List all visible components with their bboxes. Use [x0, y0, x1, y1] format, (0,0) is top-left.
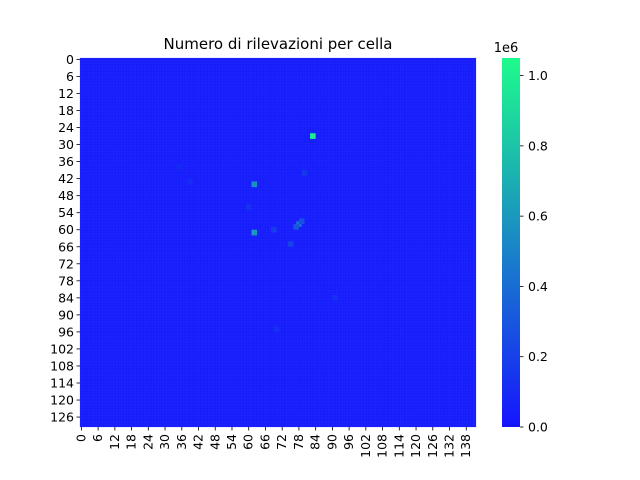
y-tick-label: 126	[50, 410, 74, 425]
y-tick-label: 66	[58, 239, 74, 254]
x-tick-label: 36	[174, 434, 189, 450]
x-tick-label: 30	[157, 434, 172, 450]
y-tick-label: 108	[50, 358, 74, 373]
x-axis: 0 6 12 18 24 30 36 42 48 54 60 66 72 78 84 90 96 102 108 11…	[73, 427, 473, 458]
heatmap-hotspot	[245, 204, 252, 210]
y-tick-label: 54	[58, 205, 74, 220]
x-tick-label: 24	[140, 434, 155, 450]
x-tick-label: 18	[124, 434, 139, 450]
colorbar-tick-label: 0.6	[528, 209, 548, 224]
x-tick-label: 90	[324, 434, 339, 450]
x-tick-label: 126	[425, 434, 440, 458]
x-tick-label: 42	[191, 434, 206, 450]
heatmap-hotspot	[187, 178, 193, 185]
colorbar-tick-label: 0.0	[528, 420, 548, 435]
x-tick-label: 84	[308, 434, 323, 450]
y-tick-label: 60	[58, 222, 74, 237]
x-tick-label: 114	[391, 434, 406, 458]
y-tick-label: 0	[66, 52, 74, 67]
x-tick-label: 60	[241, 434, 256, 450]
heatmap-grid-horizontal	[80, 57, 476, 428]
colorbar	[502, 58, 520, 427]
y-tick-label: 114	[50, 376, 74, 391]
x-tick-label: 102	[358, 434, 373, 458]
colorbar-tick-label: 0.4	[528, 279, 548, 294]
x-tick-label: 72	[274, 434, 289, 450]
y-tick-label: 78	[58, 273, 74, 288]
x-tick-label: 138	[458, 434, 473, 458]
heatmap-hotspot	[310, 133, 316, 139]
heatmap-hotspot	[301, 170, 308, 176]
x-tick-label: 12	[107, 434, 122, 450]
y-tick-label: 42	[58, 171, 74, 186]
y-tick-label: 12	[58, 86, 74, 101]
colorbar-tick-label: 0.2	[528, 349, 548, 364]
x-tick-label: 0	[73, 434, 88, 442]
x-tick-label: 78	[291, 434, 306, 450]
y-axis: 0 6 12 18 24 30 36 42 48 54 60 66 72 78 84 90 96 102 108 11…	[50, 52, 80, 425]
heatmap-cells	[79, 57, 477, 428]
y-tick-label: 18	[58, 103, 74, 118]
heatmap-hotspot	[273, 326, 280, 332]
y-tick-label: 84	[58, 290, 74, 305]
y-tick-label: 30	[58, 137, 74, 152]
x-tick-label: 66	[257, 434, 272, 450]
y-tick-label: 48	[58, 188, 74, 203]
heatmap-hotspot	[251, 181, 258, 188]
y-tick-label: 120	[50, 393, 74, 408]
heatmap-hotspot	[287, 241, 294, 247]
y-tick-label: 90	[58, 307, 74, 322]
y-tick-label: 6	[66, 69, 74, 84]
colorbar-axis: 0.0 0.2 0.4 0.6 0.8 1.0	[520, 68, 548, 435]
y-tick-label: 36	[58, 154, 74, 169]
x-tick-label: 108	[375, 434, 390, 458]
x-tick-label: 120	[408, 434, 423, 458]
y-tick-label: 96	[58, 324, 74, 339]
heatmap-hotspot	[293, 224, 299, 230]
colorbar-tick-label: 0.8	[528, 138, 548, 153]
x-tick-label: 48	[207, 434, 222, 450]
colorbar-tick-label: 1.0	[528, 68, 548, 83]
x-tick-label: 132	[442, 434, 457, 458]
heatmap-hotspot	[176, 164, 182, 171]
x-tick-label: 96	[341, 434, 356, 450]
y-tick-label: 72	[58, 256, 74, 271]
heatmap-hotspot	[332, 295, 338, 301]
heatmap-hotspot	[271, 226, 277, 233]
heatmap-hotspot	[251, 229, 258, 236]
heatmap-hotspot	[298, 218, 305, 225]
y-tick-label: 24	[58, 120, 74, 135]
chart-title: Numero di rilevazioni per cella	[164, 35, 393, 53]
x-tick-label: 6	[90, 434, 105, 442]
y-tick-label: 102	[50, 341, 74, 356]
colorbar-offset-label: 1e6	[494, 41, 519, 56]
x-tick-label: 54	[224, 434, 239, 450]
